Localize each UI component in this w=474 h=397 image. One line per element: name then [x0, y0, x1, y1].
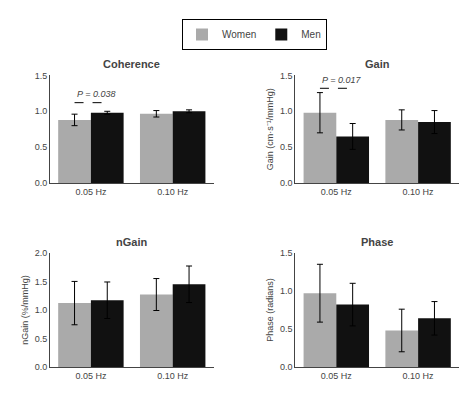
- svg-text:Coherence: Coherence: [103, 58, 160, 70]
- svg-text:1.5: 1.5: [280, 71, 293, 81]
- svg-text:Gain: Gain: [365, 58, 390, 70]
- svg-text:0.5: 0.5: [35, 142, 48, 152]
- svg-text:0.0: 0.0: [280, 362, 293, 372]
- svg-text:Phase (radians): Phase (radians): [265, 278, 275, 342]
- svg-text:0.10 Hz: 0.10 Hz: [157, 371, 189, 381]
- svg-text:P = 0.017: P = 0.017: [322, 75, 361, 85]
- svg-text:nGain (%/mmHg): nGain (%/mmHg): [20, 275, 30, 345]
- svg-text:Phase: Phase: [361, 236, 393, 248]
- svg-text:Women: Women: [222, 29, 256, 40]
- svg-text:0.05 Hz: 0.05 Hz: [75, 187, 107, 197]
- svg-text:0.5: 0.5: [35, 334, 48, 344]
- svg-text:1.5: 1.5: [35, 71, 48, 81]
- svg-text:0.0: 0.0: [280, 178, 293, 188]
- svg-text:0.10 Hz: 0.10 Hz: [403, 187, 435, 197]
- svg-text:0.5: 0.5: [280, 324, 293, 334]
- svg-text:0.10 Hz: 0.10 Hz: [157, 187, 189, 197]
- svg-text:1.5: 1.5: [280, 248, 293, 258]
- svg-text:0.10 Hz: 0.10 Hz: [403, 371, 435, 381]
- svg-text:Men: Men: [301, 29, 320, 40]
- svg-text:1.5: 1.5: [35, 277, 48, 287]
- svg-text:2.0: 2.0: [35, 248, 48, 258]
- svg-text:0.0: 0.0: [35, 178, 48, 188]
- svg-text:0.5: 0.5: [280, 142, 293, 152]
- svg-text:P = 0.038: P = 0.038: [77, 89, 115, 99]
- svg-text:0.05 Hz: 0.05 Hz: [321, 187, 353, 197]
- svg-text:1.0: 1.0: [35, 106, 48, 116]
- svg-text:1.0: 1.0: [35, 305, 48, 315]
- svg-text:1.0: 1.0: [280, 286, 293, 296]
- svg-text:1.0: 1.0: [280, 106, 293, 116]
- svg-text:0.0: 0.0: [35, 362, 48, 372]
- svg-text:nGain: nGain: [116, 236, 147, 248]
- svg-text:0.05 Hz: 0.05 Hz: [75, 371, 107, 381]
- svg-text:Gain (cm·s⁻¹/mmHg): Gain (cm·s⁻¹/mmHg): [265, 88, 275, 170]
- svg-text:0.05 Hz: 0.05 Hz: [321, 371, 353, 381]
